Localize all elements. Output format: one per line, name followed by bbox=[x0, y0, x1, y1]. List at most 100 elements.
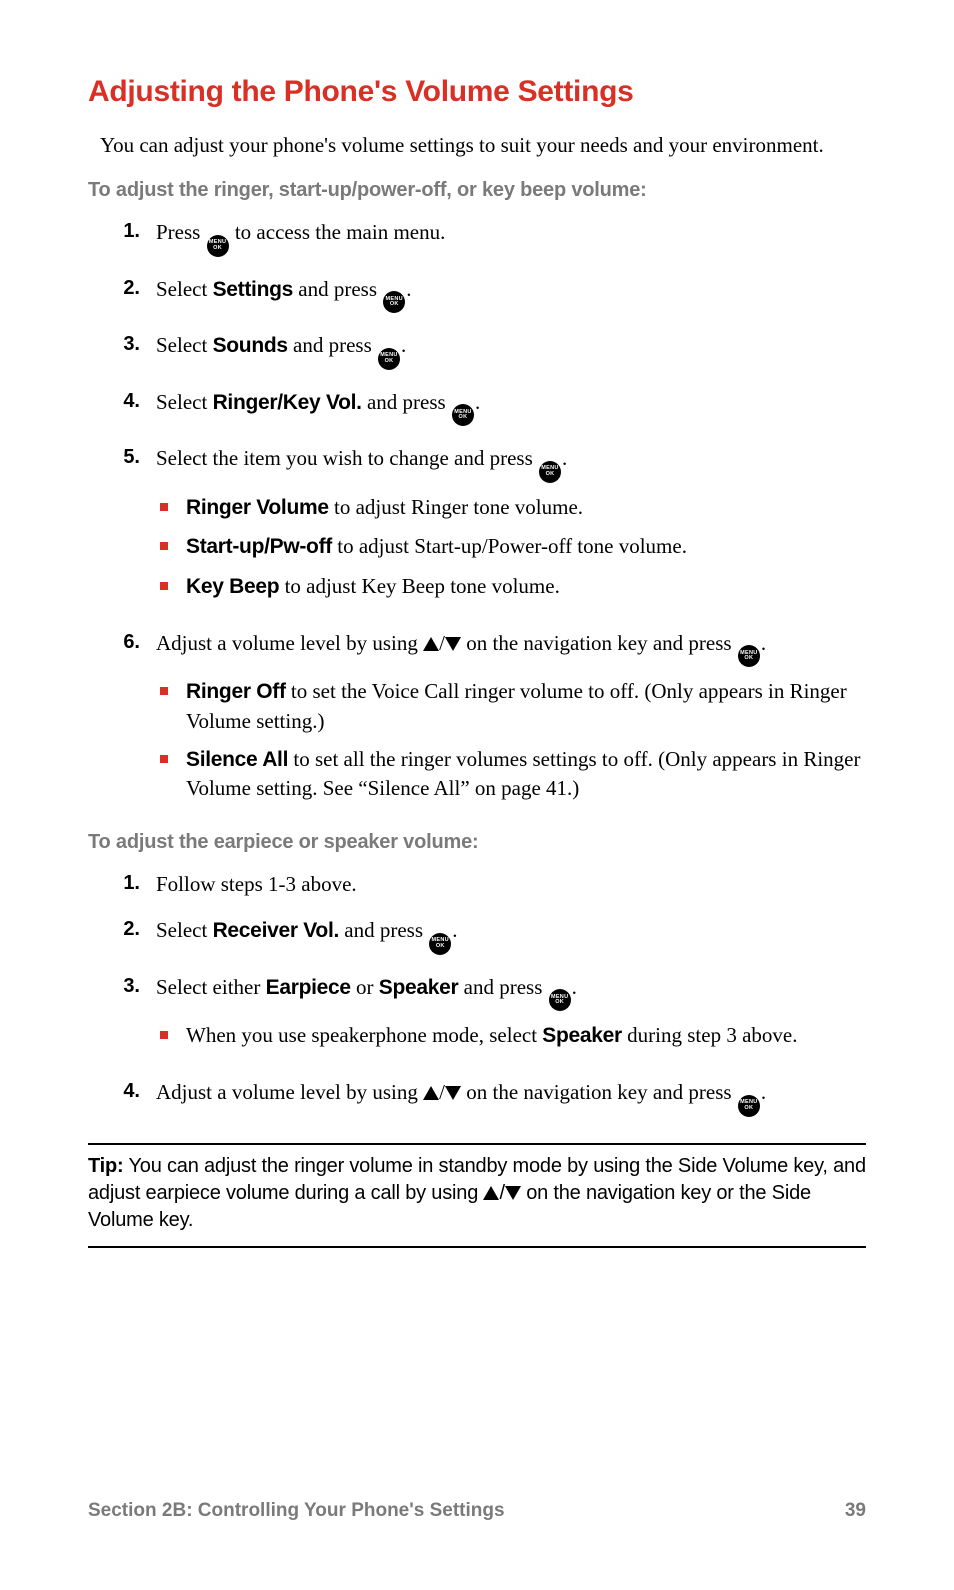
step-text: and press bbox=[458, 975, 547, 999]
footer-page-number: 39 bbox=[845, 1500, 866, 1522]
bold-term: Sounds bbox=[213, 334, 288, 357]
menu-ok-icon: MENUOK bbox=[738, 645, 760, 667]
tip-label: Tip: bbox=[88, 1155, 124, 1177]
sub-bullets: Ringer Volume to adjust Ringer tone volu… bbox=[156, 493, 866, 611]
step-text: Select bbox=[156, 277, 213, 301]
menu-ok-icon: MENUOK bbox=[207, 235, 229, 257]
menu-ok-icon: MENUOK bbox=[383, 291, 405, 313]
sub-bullets: Ringer Off to set the Voice Call ringer … bbox=[156, 677, 866, 812]
step-number: 1. bbox=[106, 870, 140, 897]
tip-box: Tip: You can adjust the ringer volume in… bbox=[88, 1143, 866, 1248]
up-arrow-icon bbox=[423, 1086, 439, 1100]
step-4: 4. Select Ringer/Key Vol. and press MENU… bbox=[88, 388, 866, 445]
step-text: and press bbox=[293, 277, 382, 301]
step-2: 2. Select Settings and press MENUOK. bbox=[88, 275, 866, 332]
step-text: and press bbox=[339, 918, 428, 942]
step-number: 3. bbox=[106, 331, 140, 358]
menu-ok-icon: MENUOK bbox=[549, 989, 571, 1011]
step-5: 5. Select the item you wish to change an… bbox=[88, 444, 866, 629]
step-number: 3. bbox=[106, 973, 140, 1000]
bullet-item: Ringer Off to set the Voice Call ringer … bbox=[156, 677, 866, 745]
menu-ok-icon: MENUOK bbox=[378, 348, 400, 370]
step-text: or bbox=[351, 975, 379, 999]
bullet-text: to adjust Ringer tone volume. bbox=[329, 495, 583, 519]
step-text: and press bbox=[288, 333, 377, 357]
bullet-item: Key Beep to adjust Key Beep tone volume. bbox=[156, 572, 866, 611]
step-text: Select bbox=[156, 333, 213, 357]
footer-section: Section 2B: Controlling Your Phone's Set… bbox=[88, 1500, 505, 1522]
menu-ok-icon: MENUOK bbox=[452, 404, 474, 426]
step-number: 4. bbox=[106, 1078, 140, 1105]
menu-ok-icon: MENUOK bbox=[738, 1095, 760, 1117]
step-text: and press bbox=[362, 390, 451, 414]
steps-list-1: 1. Press MENUOK to access the main menu.… bbox=[88, 218, 866, 830]
step-text: Select bbox=[156, 918, 213, 942]
step-text: . bbox=[475, 390, 480, 414]
bullet-text: to adjust Key Beep tone volume. bbox=[279, 574, 560, 598]
step-text: . bbox=[572, 975, 577, 999]
bullet-text: to set all the ringer volumes settings t… bbox=[186, 747, 860, 800]
step-text: . bbox=[452, 918, 457, 942]
step-text: . bbox=[761, 1080, 766, 1104]
step-number: 1. bbox=[106, 218, 140, 245]
step-text: Adjust a volume level by using bbox=[156, 1080, 423, 1104]
steps-list-2: 1. Follow steps 1-3 above. 2. Select Rec… bbox=[88, 870, 866, 1135]
step-2b: 2. Select Receiver Vol. and press MENUOK… bbox=[88, 916, 866, 973]
step-text: Follow steps 1-3 above. bbox=[156, 872, 357, 896]
page-footer: Section 2B: Controlling Your Phone's Set… bbox=[88, 1500, 866, 1522]
step-text: Select bbox=[156, 390, 213, 414]
down-arrow-icon bbox=[445, 1086, 461, 1100]
step-1b: 1. Follow steps 1-3 above. bbox=[88, 870, 866, 916]
menu-ok-icon: MENUOK bbox=[429, 933, 451, 955]
step-number: 6. bbox=[106, 629, 140, 656]
down-arrow-icon bbox=[445, 637, 461, 651]
bold-term: Key Beep bbox=[186, 575, 279, 598]
bullet-item: Ringer Volume to adjust Ringer tone volu… bbox=[156, 493, 866, 532]
bold-term: Start-up/Pw-off bbox=[186, 535, 332, 558]
bold-term: Ringer Volume bbox=[186, 496, 329, 519]
step-text: . bbox=[761, 631, 766, 655]
menu-ok-icon: MENUOK bbox=[539, 461, 561, 483]
intro-text: You can adjust your phone's volume setti… bbox=[100, 131, 854, 159]
step-text: . bbox=[562, 446, 567, 470]
bullet-text: to adjust Start-up/Power-off tone volume… bbox=[332, 534, 687, 558]
step-number: 2. bbox=[106, 275, 140, 302]
bold-term: Ringer/Key Vol. bbox=[213, 391, 362, 414]
step-text: . bbox=[406, 277, 411, 301]
step-6: 6. Adjust a volume level by using / on t… bbox=[88, 629, 866, 831]
step-number: 5. bbox=[106, 444, 140, 471]
bullet-item: When you use speakerphone mode, select S… bbox=[156, 1021, 866, 1060]
bold-term: Earpiece bbox=[266, 976, 351, 999]
sub-bullets: When you use speakerphone mode, select S… bbox=[156, 1021, 866, 1060]
step-text: Adjust a volume level by using bbox=[156, 631, 423, 655]
bullet-text: during step 3 above. bbox=[622, 1023, 798, 1047]
bullet-item: Start-up/Pw-off to adjust Start-up/Power… bbox=[156, 532, 866, 571]
page-title: Adjusting the Phone's Volume Settings bbox=[88, 75, 866, 109]
step-text: to access the main menu. bbox=[230, 220, 446, 244]
up-arrow-icon bbox=[483, 1186, 499, 1200]
step-number: 4. bbox=[106, 388, 140, 415]
step-text: Select the item you wish to change and p… bbox=[156, 446, 538, 470]
step-1: 1. Press MENUOK to access the main menu. bbox=[88, 218, 866, 275]
step-text: Select either bbox=[156, 975, 266, 999]
bullet-text: to set the Voice Call ringer volume to o… bbox=[186, 679, 847, 732]
bold-term: Receiver Vol. bbox=[213, 919, 339, 942]
bold-term: Speaker bbox=[542, 1024, 622, 1047]
bullet-item: Silence All to set all the ringer volume… bbox=[156, 745, 866, 813]
bold-term: Ringer Off bbox=[186, 680, 286, 703]
up-arrow-icon bbox=[423, 637, 439, 651]
step-number: 2. bbox=[106, 916, 140, 943]
step-text: Press bbox=[156, 220, 206, 244]
step-4b: 4. Adjust a volume level by using / on t… bbox=[88, 1078, 866, 1135]
bold-term: Settings bbox=[213, 278, 293, 301]
down-arrow-icon bbox=[505, 1186, 521, 1200]
step-text: on the navigation key and press bbox=[461, 631, 737, 655]
step-text: . bbox=[401, 333, 406, 357]
bold-term: Silence All bbox=[186, 748, 288, 771]
step-3: 3. Select Sounds and press MENUOK. bbox=[88, 331, 866, 388]
step-text: on the navigation key and press bbox=[461, 1080, 737, 1104]
subhead-earpiece: To adjust the earpiece or speaker volume… bbox=[88, 831, 866, 854]
bullet-text: When you use speakerphone mode, select bbox=[186, 1023, 542, 1047]
subhead-ringer: To adjust the ringer, start-up/power-off… bbox=[88, 179, 866, 202]
bold-term: Speaker bbox=[379, 976, 459, 999]
